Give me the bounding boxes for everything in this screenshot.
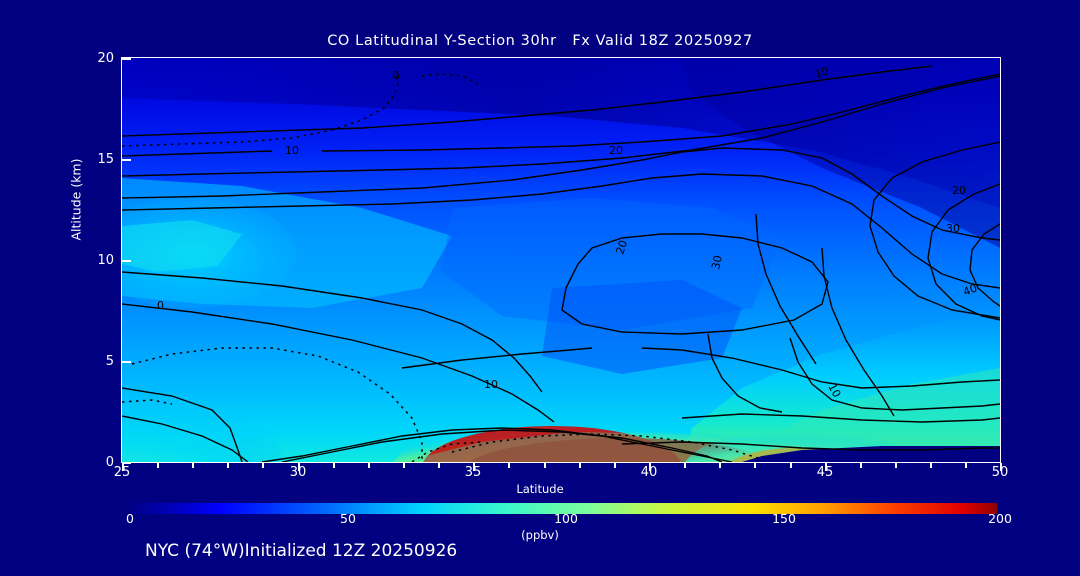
svg-text:10: 10 (484, 378, 498, 391)
x-tickmark-45 (825, 463, 827, 471)
contour-lines-dotted (122, 71, 759, 462)
contour-plot-area: 0 0 0 10 10 10 10 20 20 20 30 30 40 (122, 58, 1000, 462)
y-tick-20: 20 (97, 51, 114, 66)
x-tickmark-minor-5 (333, 463, 335, 468)
chart-title: CO Latitudinal Y-Section 30hr Fx Valid 1… (327, 33, 753, 49)
x-tick-50: 50 (991, 465, 1009, 480)
x-tickmark-50 (1000, 463, 1002, 471)
svg-text:20: 20 (609, 144, 623, 157)
svg-text:10: 10 (813, 65, 830, 81)
y-tick-0: 0 (105, 455, 114, 470)
svg-text:10: 10 (285, 144, 299, 157)
y-tick-10: 10 (97, 253, 114, 268)
x-tick-45: 45 (816, 465, 834, 480)
x-tickmark-minor-17 (860, 463, 862, 468)
x-tickmark-minor-15 (754, 463, 756, 468)
x-tickmark-minor-8 (438, 463, 440, 468)
x-tickmark-minor-1 (157, 463, 159, 468)
svg-text:30: 30 (946, 222, 960, 235)
x-tickmark-minor-2 (192, 463, 194, 468)
svg-text:10: 10 (825, 381, 843, 399)
x-tick-40: 40 (640, 465, 658, 480)
x-tickmark-40 (649, 463, 651, 471)
y-tick-15: 15 (97, 152, 114, 167)
x-tickmark-minor-16 (790, 463, 792, 468)
x-tick-25: 25 (113, 465, 131, 480)
x-tickmark-minor-4 (262, 463, 264, 468)
x-tickmark-minor-6 (368, 463, 370, 468)
x-tickmark-minor-3 (227, 463, 229, 468)
x-tickmark-30 (298, 463, 300, 471)
svg-text:0: 0 (157, 299, 164, 312)
x-tickmark-minor-14 (719, 463, 721, 468)
svg-text:0: 0 (391, 68, 402, 83)
x-tickmark-minor-18 (895, 463, 897, 468)
colorbar (125, 499, 997, 514)
svg-text:20: 20 (613, 239, 630, 256)
x-tickmark-minor-12 (614, 463, 616, 468)
y-tickmark-0 (122, 462, 131, 464)
x-tick-30: 30 (289, 465, 307, 480)
svg-text:40: 40 (961, 281, 979, 298)
colorbar-tick-100: 100 (554, 511, 578, 526)
contour-lines-solid (122, 65, 1000, 462)
colorbar-tick-150: 150 (772, 511, 796, 526)
colorbar-tick-0: 0 (126, 511, 134, 526)
figure-caption: NYC (74°W)Initialized 12Z 20250926 (145, 541, 458, 561)
x-tick-35: 35 (464, 465, 482, 480)
x-tickmark-25 (122, 463, 124, 471)
y-tick-5: 5 (105, 354, 114, 369)
x-tickmark-minor-20 (965, 463, 967, 468)
x-tickmark-minor-19 (930, 463, 932, 468)
y-tickmark-20 (122, 58, 131, 60)
colorbar-tick-200: 200 (988, 511, 1012, 526)
colorbar-gradient (125, 503, 997, 514)
contour-field: 0 0 0 10 10 10 10 20 20 20 30 30 40 (122, 58, 1000, 462)
x-tickmark-minor-11 (579, 463, 581, 468)
x-tickmark-minor-13 (684, 463, 686, 468)
x-tickmark-minor-10 (544, 463, 546, 468)
x-tickmark-minor-9 (508, 463, 510, 468)
svg-text:20: 20 (952, 184, 966, 197)
y-tickmark-15 (122, 159, 131, 161)
y-tickmark-10 (122, 260, 131, 262)
colorbar-tick-50: 50 (340, 511, 356, 526)
svg-text:30: 30 (709, 254, 725, 270)
colorbar-unit-label: (ppbv) (521, 528, 559, 542)
x-tickmark-35 (473, 463, 475, 471)
contour-labels: 0 0 0 10 10 10 10 20 20 20 30 30 40 (157, 65, 979, 400)
y-tickmark-5 (122, 361, 131, 363)
x-axis-label: Latitude (516, 482, 564, 496)
x-tickmark-minor-7 (403, 463, 405, 468)
